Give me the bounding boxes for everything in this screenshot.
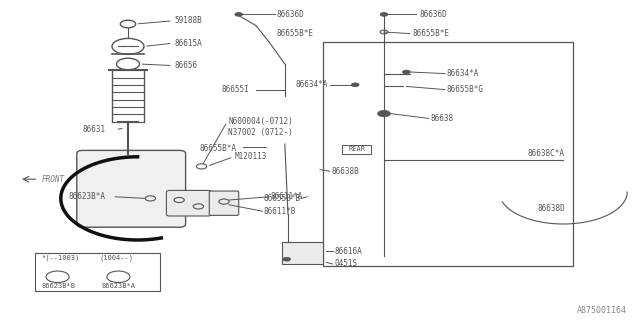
Bar xyxy=(35,253,160,291)
Text: 86655B*E: 86655B*E xyxy=(276,29,314,38)
Text: 86616A: 86616A xyxy=(334,247,362,256)
Circle shape xyxy=(351,83,359,87)
FancyBboxPatch shape xyxy=(77,150,186,227)
Text: 86611*A: 86611*A xyxy=(270,192,303,201)
Bar xyxy=(342,145,371,154)
Text: 86638: 86638 xyxy=(430,114,453,123)
Text: 86636D: 86636D xyxy=(419,10,447,19)
FancyBboxPatch shape xyxy=(209,191,239,215)
Text: (1004--): (1004--) xyxy=(99,254,133,261)
Text: 86655B*B: 86655B*B xyxy=(264,194,301,203)
Text: 59188B: 59188B xyxy=(174,16,202,25)
Text: 86656: 86656 xyxy=(174,61,197,70)
Text: 86636D: 86636D xyxy=(276,10,304,19)
Circle shape xyxy=(283,257,291,261)
Text: REAR: REAR xyxy=(349,146,365,152)
Text: N600004(-0712): N600004(-0712) xyxy=(228,117,293,126)
Text: 86634*A: 86634*A xyxy=(447,69,479,78)
Text: 86655B*E: 86655B*E xyxy=(413,29,450,38)
Text: 86655B*G: 86655B*G xyxy=(447,85,484,94)
Circle shape xyxy=(380,12,388,16)
Text: 86615A: 86615A xyxy=(174,39,202,48)
Text: 86611*B: 86611*B xyxy=(264,207,296,216)
Circle shape xyxy=(378,110,390,117)
Text: 86634*A: 86634*A xyxy=(295,80,328,89)
Text: 86655B*A: 86655B*A xyxy=(200,144,237,153)
Text: A875001164: A875001164 xyxy=(577,306,627,315)
Text: FRONT: FRONT xyxy=(42,175,65,184)
Text: 86638B: 86638B xyxy=(332,167,359,176)
Text: M120113: M120113 xyxy=(235,152,268,161)
Bar xyxy=(323,42,573,266)
Text: 86638D: 86638D xyxy=(538,204,565,212)
Text: 86655I: 86655I xyxy=(222,85,250,94)
Circle shape xyxy=(235,12,243,16)
Text: *(--1003): *(--1003) xyxy=(42,254,80,261)
Text: 86638C*A: 86638C*A xyxy=(528,149,565,158)
Circle shape xyxy=(403,70,410,74)
Bar xyxy=(282,242,323,264)
Text: 86623B*A: 86623B*A xyxy=(101,284,135,289)
Text: 86623B*A: 86623B*A xyxy=(68,192,106,201)
FancyBboxPatch shape xyxy=(166,190,211,216)
Text: 0451S: 0451S xyxy=(334,260,357,268)
Text: N37002 (0712-): N37002 (0712-) xyxy=(228,128,293,137)
Text: 86631: 86631 xyxy=(83,125,106,134)
Text: 86623B*B: 86623B*B xyxy=(42,284,76,289)
